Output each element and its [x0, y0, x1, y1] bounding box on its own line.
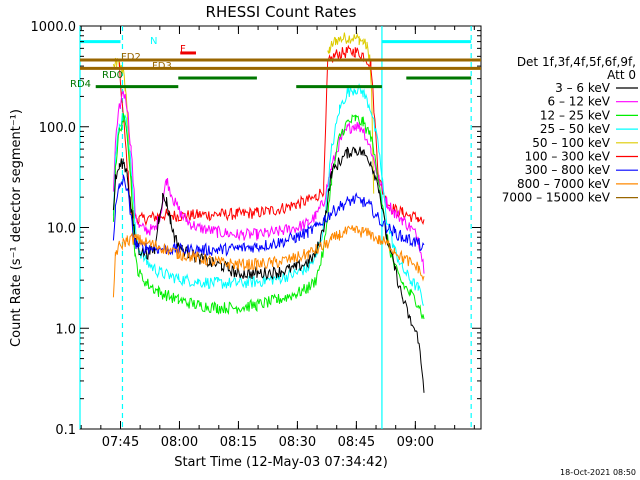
y-tick-label: 0.1 [55, 423, 76, 438]
x-axis-label: Start Time (12-May-03 07:34:42) [174, 455, 388, 470]
legend-label-7000-15000-kev: 7000 – 15000 keV [502, 191, 611, 205]
y-tick-label: 1.0 [55, 322, 76, 337]
chart-title: RHESSI Count Rates [206, 3, 357, 21]
x-axis: 07:45 08:00 08:15 08:30 08:45 09:00 [80, 26, 475, 450]
x-tick-label: 07:45 [102, 435, 139, 450]
series-line-100-300-kev [118, 44, 425, 227]
x-tick-label: 08:00 [161, 435, 198, 450]
y-tick-label: 100.0 [39, 121, 76, 136]
legend-label-50-100-kev: 50 – 100 keV [532, 136, 611, 150]
y-axis: 1000.0 100.0 10.0 1.0 0.1 [31, 20, 481, 438]
x-tick-label: 08:15 [220, 435, 257, 450]
legend-label-100-300-kev: 100 – 300 keV [525, 150, 611, 164]
x-tick-label: 09:00 [397, 435, 434, 450]
series-line-800-7000-kev [112, 225, 425, 298]
x-tick-label: 08:45 [338, 435, 375, 450]
series-line-50-100-kev-flare-2 [327, 32, 375, 194]
legend-label-25-50-kev: 25 – 50 keV [540, 122, 611, 136]
footer-timestamp: 18-Oct-2021 08:50 [560, 468, 636, 477]
flag-label-f: F [180, 44, 186, 55]
legend-label-300-800-kev: 300 – 800 keV [525, 163, 611, 177]
legend-header-line: Det 1f,3f,4f,5f,6f,9f, [517, 55, 636, 69]
series-line-25-50-kev [112, 82, 425, 306]
legend-label-6-12-kev: 6 – 12 keV [548, 95, 611, 109]
series-line-6-12-kev [112, 90, 425, 274]
series-line-300-800-kev [112, 174, 425, 257]
flag-label-rd4: RD4 [70, 79, 91, 90]
series-line-12-25-kev [112, 113, 425, 320]
series-line-3-6-kev [112, 146, 425, 393]
series-layer [112, 32, 425, 393]
y-axis-label: Count Rate (s⁻¹ detector segment⁻¹) [9, 109, 24, 347]
legend-label-3-6-kev: 3 – 6 keV [555, 81, 611, 95]
y-tick-label: 10.0 [47, 222, 76, 237]
flag-label-fd3: FD3 [152, 61, 172, 72]
flag-bars: N F FD2 FD3 RD0 RD4 [70, 36, 481, 90]
legend-header-line: Att 0 [607, 68, 636, 82]
y-tick-label: 1000.0 [31, 20, 77, 35]
flag-label-fd2: FD2 [121, 52, 141, 63]
x-tick-label: 08:30 [279, 435, 316, 450]
legend-label-12-25-kev: 12 – 25 keV [540, 108, 611, 122]
flag-label-n: N [150, 36, 157, 47]
flag-label-rd0: RD0 [102, 70, 123, 81]
legend-label-800-7000-kev: 800 – 7000 keV [517, 177, 611, 191]
